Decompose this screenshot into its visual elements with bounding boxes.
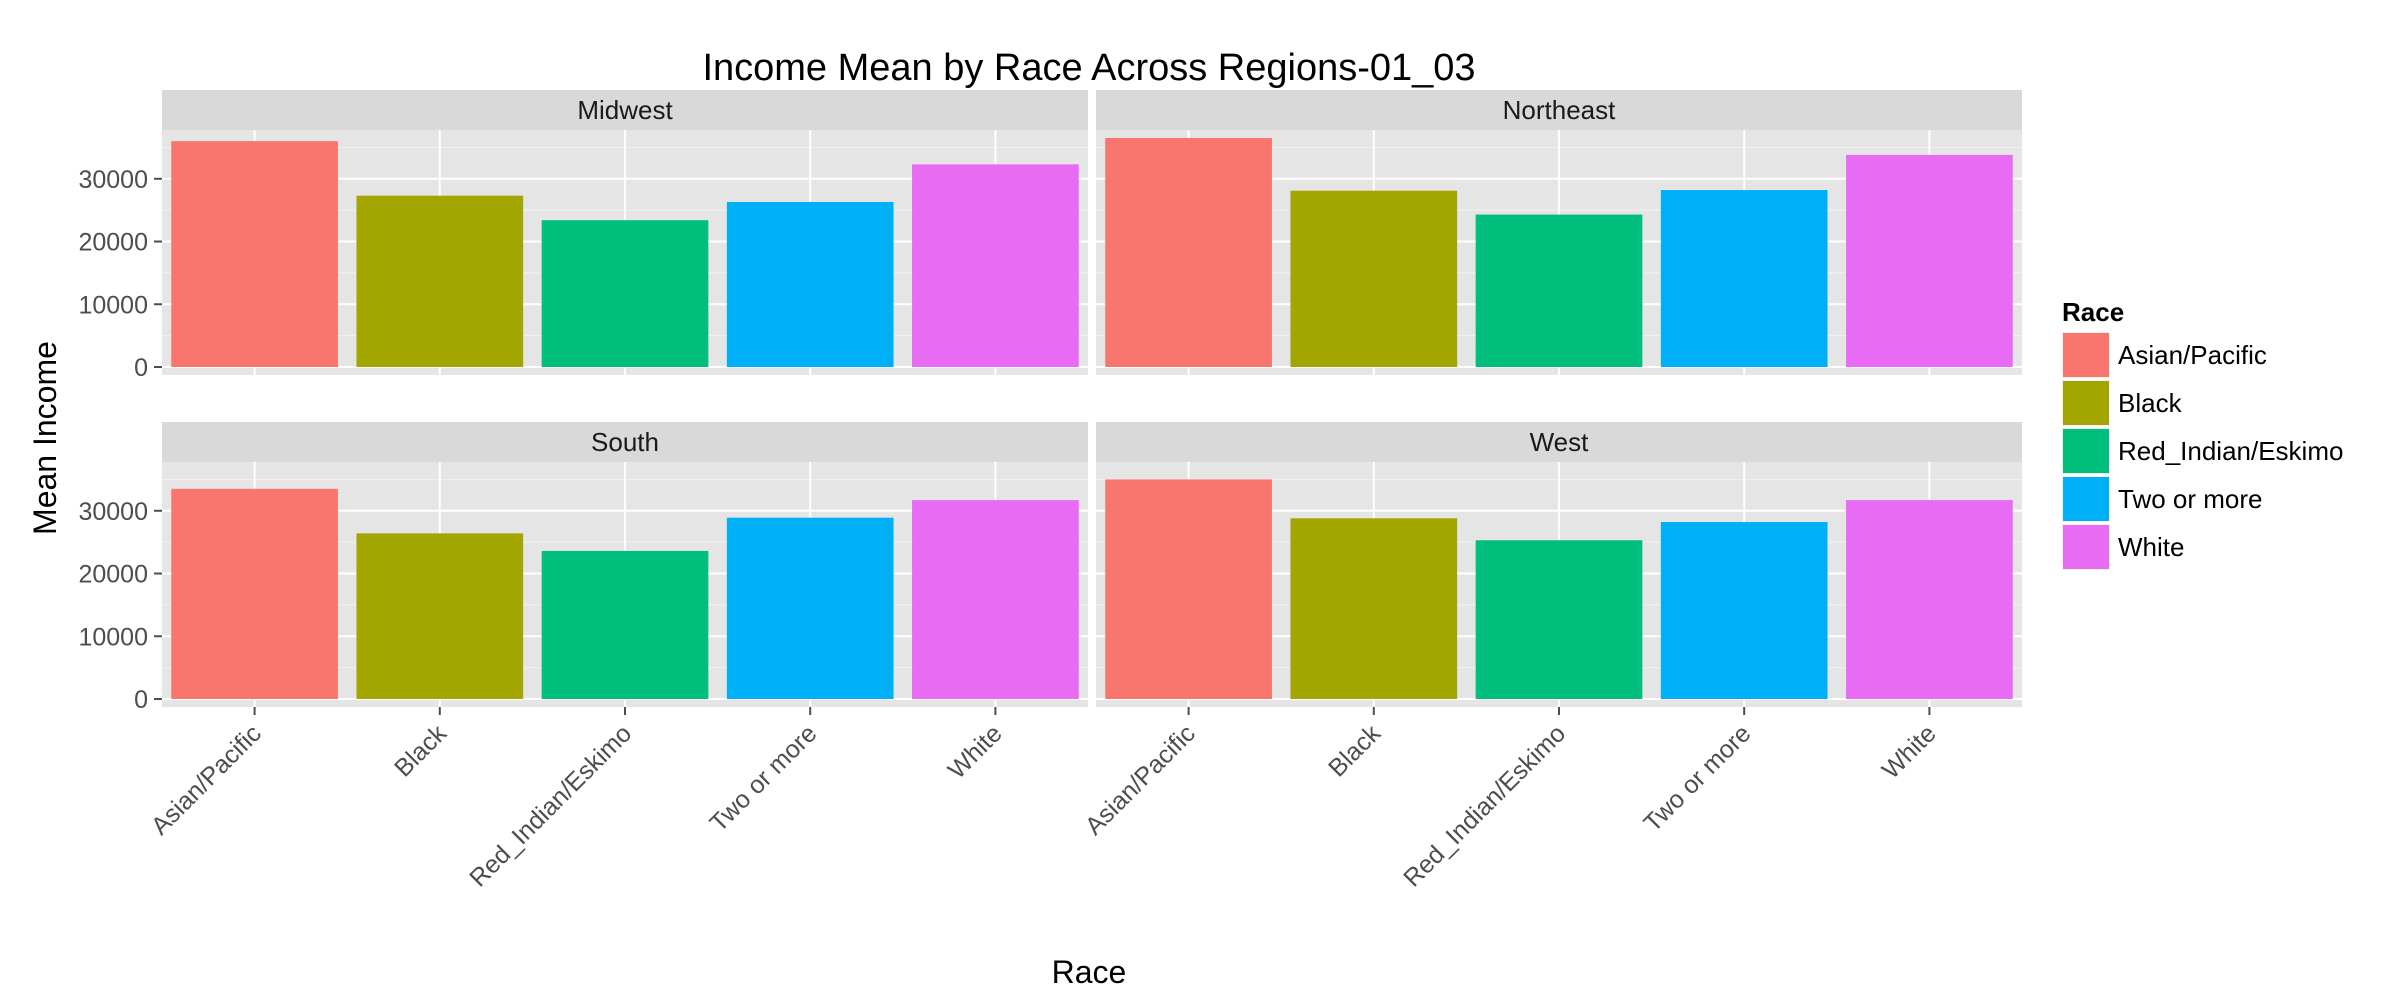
strip-label-south: South: [591, 427, 659, 457]
panel-west: West Asian/Pacific Black Red_Indian/Eskimo T…: [1080, 422, 2022, 893]
bar-northeast-two-or-more: [1660, 190, 1828, 367]
bar-south-asian-pacific: [171, 488, 338, 699]
strip-label-northeast: Northeast: [1503, 95, 1616, 125]
bar-northeast-red-indian-eskimo: [1475, 214, 1643, 367]
y-tick-label: 0: [134, 354, 148, 382]
strip-northeast: [1096, 90, 2022, 130]
y-axis-title: Mean Income: [27, 341, 63, 535]
strip-label-midwest: Midwest: [577, 95, 673, 125]
chart-title: Income Mean by Race Across Regions-01_03: [702, 47, 1475, 89]
panel-northeast: Northeast: [1096, 90, 2022, 375]
bar-west-asian-pacific: [1105, 479, 1272, 699]
x-tick-label-asian-pacific: Asian/Pacific: [146, 719, 267, 840]
bar-midwest-white: [912, 164, 1079, 367]
strip-south: [162, 422, 1088, 462]
y-tick-label: 20000: [78, 561, 148, 589]
bar-northeast-white: [1846, 154, 2013, 367]
bar-west-red-indian-eskimo: [1475, 540, 1643, 699]
x-tick-label-asian-pacific: Asian/Pacific: [1080, 719, 1201, 840]
x-tick-label-red-indian-eskimo: Red_Indian/Eskimo: [464, 719, 637, 892]
bar-midwest-asian-pacific: [171, 141, 338, 367]
strip-west: [1096, 422, 2022, 462]
legend-key-black: [2063, 381, 2109, 425]
facet-panels: Midwest 0 10000 20000 30000 Northeast South 0 10…: [78, 90, 2022, 893]
bar-south-red-indian-eskimo: [541, 550, 709, 699]
bar-south-two-or-more: [726, 517, 894, 699]
legend-key-two-or-more: [2063, 477, 2109, 521]
bar-northeast-asian-pacific: [1105, 138, 1272, 367]
legend-key-white: [2063, 525, 2109, 569]
legend-item-asian-pacific: Asian/Pacific: [2062, 332, 2267, 378]
legend-label-white: White: [2118, 532, 2184, 562]
x-tick-label-two-or-more: Two or more: [704, 719, 822, 837]
y-tick-label: 20000: [78, 229, 148, 257]
strip-midwest: [162, 90, 1088, 130]
bar-west-black: [1290, 518, 1458, 699]
y-tick-label: 30000: [78, 166, 148, 194]
bar-midwest-red-indian-eskimo: [541, 220, 709, 367]
bar-midwest-two-or-more: [726, 201, 894, 367]
legend-key-red-indian-eskimo: [2063, 429, 2109, 473]
bar-west-two-or-more: [1660, 522, 1828, 699]
y-tick-label: 0: [134, 686, 148, 714]
x-tick-label-black: Black: [389, 719, 452, 782]
y-tick-label: 30000: [78, 498, 148, 526]
legend-item-two-or-more: Two or more: [2062, 476, 2263, 522]
panel-south: South 0 10000 20000 30000 Asian/Pacific Black R…: [78, 422, 1088, 893]
x-tick-label-white: White: [1877, 719, 1942, 784]
bar-west-white: [1846, 500, 2013, 699]
y-tick-label: 10000: [78, 623, 148, 651]
legend-item-black: Black: [2062, 380, 2183, 426]
legend-title: Race: [2062, 297, 2124, 327]
bar-midwest-black: [356, 195, 524, 367]
legend-label-two-or-more: Two or more: [2118, 484, 2263, 514]
legend-label-black: Black: [2118, 388, 2183, 418]
panel-midwest: Midwest 0 10000 20000 30000: [78, 90, 1088, 382]
x-axis-title: Race: [1052, 954, 1127, 990]
bar-south-white: [912, 500, 1079, 699]
legend-item-red-indian-eskimo: Red_Indian/Eskimo: [2062, 428, 2343, 474]
legend-item-white: White: [2062, 524, 2184, 570]
legend-label-asian-pacific: Asian/Pacific: [2118, 340, 2267, 370]
legend-key-asian-pacific: [2063, 333, 2109, 377]
y-tick-label: 10000: [78, 291, 148, 319]
strip-label-west: West: [1530, 427, 1590, 457]
legend-label-red-indian-eskimo: Red_Indian/Eskimo: [2118, 436, 2343, 466]
bar-northeast-black: [1290, 190, 1458, 367]
x-tick-label-white: White: [943, 719, 1008, 784]
bar-south-black: [356, 533, 524, 699]
x-tick-label-red-indian-eskimo: Red_Indian/Eskimo: [1398, 719, 1571, 892]
x-tick-label-two-or-more: Two or more: [1638, 719, 1756, 837]
legend: Race Asian/Pacific Black Red_Indian/Eskimo…: [2062, 297, 2343, 570]
x-tick-label-black: Black: [1323, 719, 1386, 782]
